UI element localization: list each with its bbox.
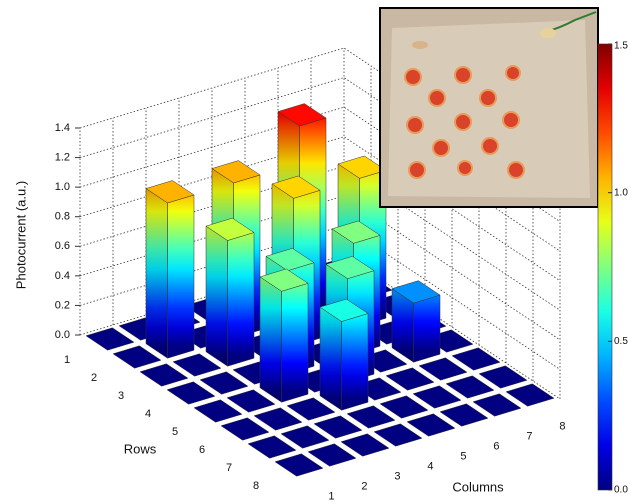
column-tick-label: 2: [361, 481, 367, 493]
spot: [429, 90, 445, 106]
spot: [506, 66, 520, 80]
row-tick-label: 3: [118, 390, 124, 402]
spot: [503, 112, 519, 128]
row-tick-label: 7: [226, 462, 232, 474]
z-tick-label: 1.0: [55, 181, 70, 193]
column-tick-label: 7: [526, 431, 532, 443]
page: {"chart_data": {"type": "bar3d", "z_labe…: [0, 0, 631, 504]
row-axis-title: Rows: [124, 441, 157, 456]
colorbar-tick-label: 1.0: [614, 187, 628, 198]
spot: [409, 162, 425, 178]
column-tick-label: 1: [328, 491, 334, 503]
contact: [540, 28, 556, 38]
z-tick-label: 0.6: [55, 240, 70, 252]
spot: [455, 67, 471, 83]
colorbar-scale: [598, 44, 612, 490]
bar-front: [414, 295, 440, 362]
row-tick-label: 6: [199, 444, 205, 456]
contact: [412, 41, 428, 49]
z-tick-label: 1.2: [55, 151, 70, 163]
spot: [455, 114, 471, 130]
column-tick-label: 6: [493, 441, 499, 453]
bar: [146, 181, 194, 359]
colorbar-tick-label: 0.5: [614, 336, 628, 347]
z-tick-label: 0.0: [55, 329, 70, 341]
column-tick-label: 5: [460, 451, 466, 463]
bar: [206, 218, 254, 366]
spot: [508, 162, 524, 178]
bar-front: [228, 233, 254, 367]
spot: [482, 138, 498, 154]
chart: Photocurrent (a.u.) Rows Columns 0.0 0.2 0…: [0, 0, 631, 504]
bar-front: [342, 313, 368, 410]
z-tick-label: 0.8: [55, 211, 70, 223]
spot: [405, 69, 421, 85]
bar-front: [168, 195, 194, 358]
z-tick-label: 1.4: [55, 122, 70, 134]
row-tick-label: 4: [145, 408, 151, 420]
spot: [458, 161, 472, 175]
bar-shade: [146, 189, 168, 359]
spot: [480, 90, 496, 106]
colorbar: 0.0 0.5 1.0 1.5: [598, 41, 628, 496]
z-axis-title: Photocurrent (a.u.): [13, 181, 28, 289]
column-tick-label: 8: [559, 421, 565, 433]
row-tick-label: 1: [64, 354, 70, 366]
bar: [320, 299, 368, 410]
z-tick-label: 0.4: [55, 270, 70, 282]
colorbar-tick-label: 0.0: [614, 485, 628, 496]
bar-front: [282, 283, 308, 402]
z-tick-label: 0.2: [55, 299, 70, 311]
bar-shade: [206, 226, 228, 366]
spot: [407, 117, 423, 133]
bar-shade: [260, 277, 282, 402]
colorbar-tick-label: 1.5: [614, 41, 628, 52]
row-tick-label: 2: [91, 372, 97, 384]
column-tick-label: 4: [427, 461, 433, 473]
spot: [433, 140, 449, 156]
bar-shade: [320, 307, 342, 410]
row-tick-label: 8: [253, 480, 259, 492]
bar: [260, 269, 308, 402]
column-axis-title: Columns: [452, 479, 504, 494]
row-tick-label: 5: [172, 426, 178, 438]
column-tick-label: 3: [394, 471, 400, 483]
bar: [392, 281, 440, 363]
inset-photo: [380, 8, 598, 207]
